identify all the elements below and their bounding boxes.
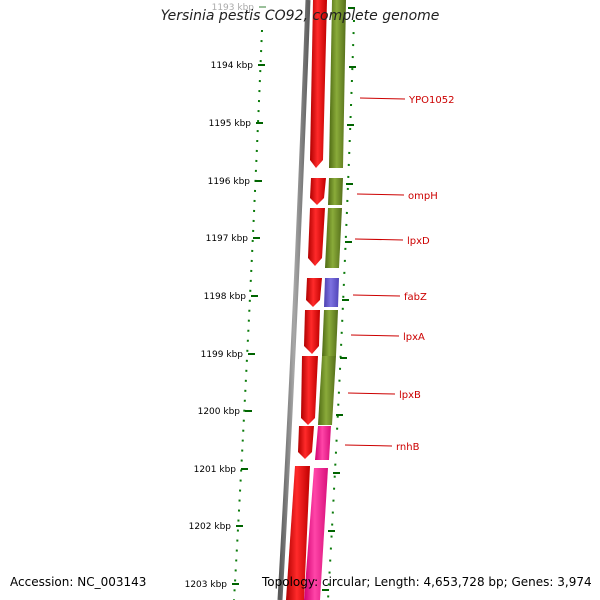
gene-leader-line [344, 444, 393, 447]
gene-segment-green [322, 310, 338, 356]
gene-segment-green [325, 208, 342, 268]
gene-label-lpxb[interactable]: lpxB [399, 390, 421, 401]
cds-arrow [306, 278, 322, 307]
gene-labels: YPO1052 ompH lpxD fabZ lpxA lpxB rnhB [344, 95, 454, 453]
gene-label-ypo1052[interactable]: YPO1052 [408, 95, 454, 106]
gene-label-lpxa[interactable]: lpxA [403, 332, 425, 343]
tick-label: 1201 kbp [194, 465, 237, 475]
cds-arrow [304, 310, 320, 354]
gene-leader-line [347, 392, 396, 395]
gene-leader-line [359, 97, 406, 100]
gene-segment-pink [315, 426, 331, 460]
tick-label: 1198 kbp [204, 292, 247, 302]
tick-labels: 1193 kbp 1194 kbp 1195 kbp 1196 kbp 1197 kbp… [185, 3, 356, 591]
map-title: Yersinia pestis CO92, complete genome [160, 8, 440, 24]
gene-label-lpxd[interactable]: lpxD [407, 236, 430, 247]
gene-leader-line [356, 193, 405, 196]
gene-label-fabz[interactable]: fabZ [404, 292, 427, 303]
genome-backbone [277, 0, 311, 600]
gene-segment-green [329, 0, 346, 168]
gene-segment-green [328, 178, 343, 205]
tick-label: 1202 kbp [189, 522, 232, 532]
tick-label: 1196 kbp [208, 177, 251, 187]
gene-leader-line [354, 238, 404, 241]
scale-ring [233, 29, 263, 600]
cds-arrow [310, 0, 327, 168]
tick-label: 1203 kbp [185, 580, 228, 590]
tick-label: 1193 kbp [212, 3, 255, 13]
accession-text: Accession: NC_003143 [10, 575, 147, 589]
cds-arrow [286, 466, 310, 600]
tick-label: 1195 kbp [209, 119, 252, 129]
tick-label: 1197 kbp [206, 234, 249, 244]
gene-leader-line [350, 334, 400, 337]
cds-arrow [301, 356, 318, 425]
gene-segment-green [318, 356, 336, 425]
tick-label: 1200 kbp [198, 407, 241, 417]
gene-segment-pink [304, 468, 328, 600]
genome-summary-text: Topology: circular; Length: 4,653,728 bp… [262, 575, 592, 589]
cds-arrow [308, 208, 325, 266]
tick-label: 1194 kbp [211, 61, 254, 71]
cds-arrow [298, 426, 314, 459]
gene-leader-line [352, 294, 401, 297]
cds-arrow [310, 178, 326, 205]
cds-track [286, 0, 327, 600]
tick-label: 1199 kbp [201, 350, 244, 360]
gene-label-rnhb[interactable]: rnhB [396, 442, 420, 453]
gene-label-omph[interactable]: ompH [408, 191, 438, 202]
gene-segment-purple [324, 278, 339, 307]
gene-track [304, 0, 346, 600]
